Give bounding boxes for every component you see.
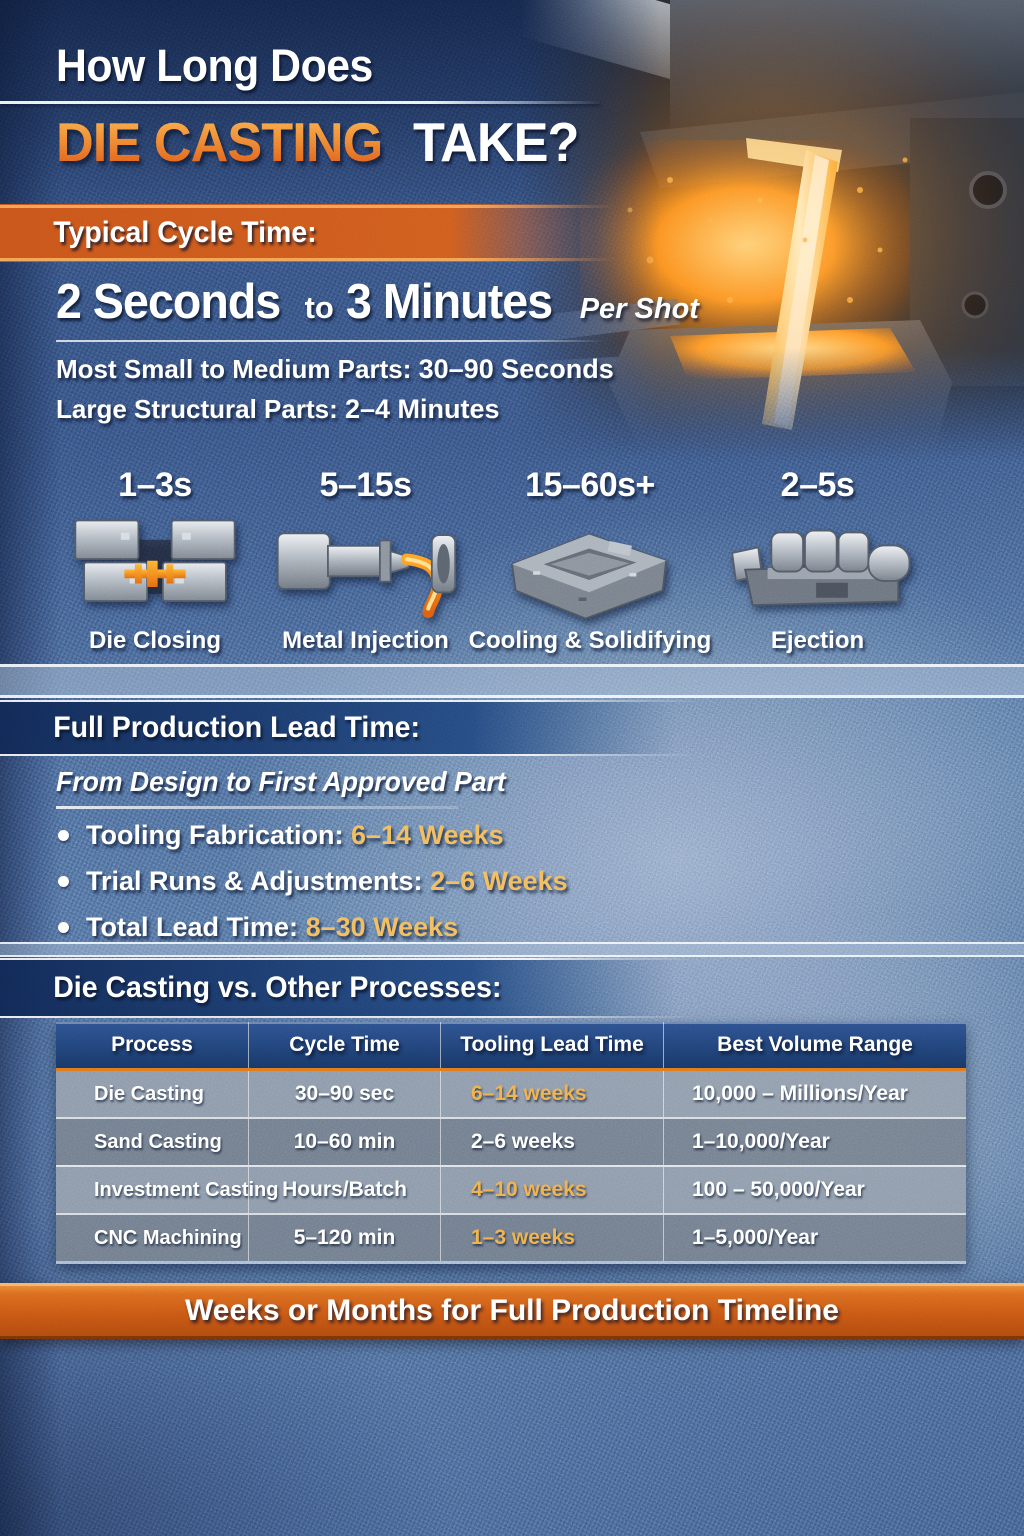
- bullet-value: 8–30 Weeks: [305, 912, 459, 942]
- detail-small-parts: Most Small to Medium Parts: 30–90 Second…: [56, 354, 614, 385]
- column-header-cycle-time: Cycle Time: [248, 1022, 440, 1068]
- section-divider: [0, 664, 1024, 698]
- ejection-icon: [715, 509, 920, 623]
- detail-small-value: 30–90 Seconds: [418, 354, 614, 384]
- cell-cycle-time: 10–60 min: [293, 1130, 396, 1153]
- headline-connector: to: [304, 290, 334, 325]
- bullet-value: 6–14 Weeks: [351, 820, 504, 850]
- lead-time-subtitle: From Design to First Approved Part: [56, 766, 506, 797]
- lead-time-bullet: Total Lead Time: 8–30 Weeks: [56, 912, 568, 943]
- page-title-line1: How Long Does: [56, 40, 373, 91]
- comparison-banner-label: Die Casting vs. Other Processes:: [53, 971, 502, 1004]
- cell-cycle-time: 5–120 min: [293, 1226, 396, 1249]
- table-row: Die Casting 30–90 sec 6–14 weeks 10,000 …: [56, 1071, 966, 1117]
- table-row: Investment Casting Hours/Batch 4–10 week…: [56, 1165, 966, 1213]
- step-label: Metal Injection: [282, 627, 449, 654]
- comparison-table: Process Cycle Time Tooling Lead Time Bes…: [56, 1022, 966, 1264]
- headline-suffix: Per Shot: [579, 293, 699, 325]
- cell-volume-range: 100 – 50,000/Year: [692, 1178, 865, 1201]
- typical-cycle-time-banner: Typical Cycle Time:: [0, 204, 1024, 262]
- detail-large-label: Large Structural Parts:: [56, 394, 338, 424]
- detail-large-value: 2–4 Minutes: [344, 394, 500, 424]
- cell-volume-range: 1–5,000/Year: [692, 1226, 819, 1249]
- table-row: Sand Casting 10–60 min 2–6 weeks 1–10,00…: [56, 1117, 966, 1165]
- cell-cycle-time: Hours/Batch: [282, 1178, 407, 1201]
- detail-large-parts: Large Structural Parts: 2–4 Minutes: [56, 394, 500, 425]
- section-divider: [0, 942, 1024, 957]
- cell-cycle-time: 30–90 sec: [294, 1082, 395, 1105]
- page-title-line2: DIE CASTING TAKE?: [56, 110, 588, 174]
- lead-time-banner-label: Full Production Lead Time:: [53, 711, 421, 744]
- die-closing-icon: [35, 509, 275, 623]
- lead-time-bullet: Tooling Fabrication: 6–14 Weeks: [56, 820, 568, 851]
- cycle-time-headline: 2 Seconds to 3 Minutes Per Shot: [56, 274, 699, 330]
- headline-secondary: 3 Minutes: [346, 275, 553, 329]
- step-label: Die Closing: [88, 627, 221, 654]
- metal-injection-icon: [258, 509, 473, 623]
- step-time: 1–3s: [118, 466, 192, 504]
- detail-small-label: Most Small to Medium Parts:: [56, 354, 412, 384]
- step-die-closing: 1–3s Die Closing: [35, 466, 275, 655]
- lead-time-bullet: Trial Runs & Adjustments: 2–6 Weeks: [56, 866, 568, 897]
- step-ejection: 2–5s Ejection: [715, 466, 920, 655]
- cooling-mold-icon: [455, 509, 725, 623]
- cell-tooling-lead-time: 2–6 weeks: [471, 1130, 575, 1153]
- cell-volume-range: 10,000 – Millions/Year: [692, 1082, 908, 1105]
- column-header-tooling-lead-time: Tooling Lead Time: [440, 1022, 663, 1068]
- cell-tooling-lead-time: 4–10 weeks: [471, 1178, 587, 1201]
- bullet-label: Trial Runs & Adjustments:: [86, 866, 423, 896]
- cell-tooling-lead-time: 6–14 weeks: [471, 1082, 587, 1105]
- lead-time-bullet-list: Tooling Fabrication: 6–14 Weeks Trial Ru…: [56, 820, 568, 958]
- cell-volume-range: 1–10,000/Year: [692, 1130, 830, 1153]
- headline-underline: [56, 340, 604, 342]
- step-time: 2–5s: [780, 466, 855, 504]
- lead-time-subtitle-underline: [56, 806, 458, 809]
- bullet-label: Tooling Fabrication:: [86, 820, 344, 850]
- cell-process: Sand Casting: [94, 1130, 222, 1153]
- footer-banner: Weeks or Months for Full Production Time…: [0, 1283, 1024, 1339]
- title-rest: TAKE?: [413, 111, 579, 173]
- headline-primary: 2 Seconds: [56, 275, 281, 329]
- lead-time-banner: Full Production Lead Time:: [0, 700, 1024, 756]
- title-divider-line: [0, 101, 600, 104]
- step-time: 15–60s+: [525, 466, 655, 504]
- step-time: 5–15s: [319, 466, 412, 504]
- table-header-row: Process Cycle Time Tooling Lead Time Bes…: [56, 1022, 966, 1071]
- table-row: CNC Machining 5–120 min 1–3 weeks 1–5,00…: [56, 1213, 966, 1261]
- typical-cycle-time-label: Typical Cycle Time:: [53, 216, 317, 249]
- step-label: Cooling & Solidifying: [468, 627, 712, 654]
- column-header-process: Process: [111, 1033, 193, 1056]
- cell-process: Die Casting: [94, 1082, 205, 1105]
- footer-banner-label: Weeks or Months for Full Production Time…: [185, 1294, 839, 1327]
- column-header-best-volume-range: Best Volume Range: [663, 1022, 966, 1068]
- bullet-label: Total Lead Time:: [86, 912, 299, 942]
- cell-tooling-lead-time: 1–3 weeks: [471, 1226, 575, 1249]
- step-metal-injection: 5–15s Metal Injection: [258, 466, 473, 655]
- step-cooling-solidifying: 15–60s+ Cooling & Solidifying: [455, 466, 725, 655]
- comparison-banner: Die Casting vs. Other Processes:: [0, 958, 1024, 1018]
- step-label: Ejection: [770, 627, 865, 654]
- title-highlight: DIE CASTING: [56, 111, 383, 173]
- bullet-value: 2–6 Weeks: [430, 866, 568, 896]
- cell-process: CNC Machining: [94, 1226, 242, 1249]
